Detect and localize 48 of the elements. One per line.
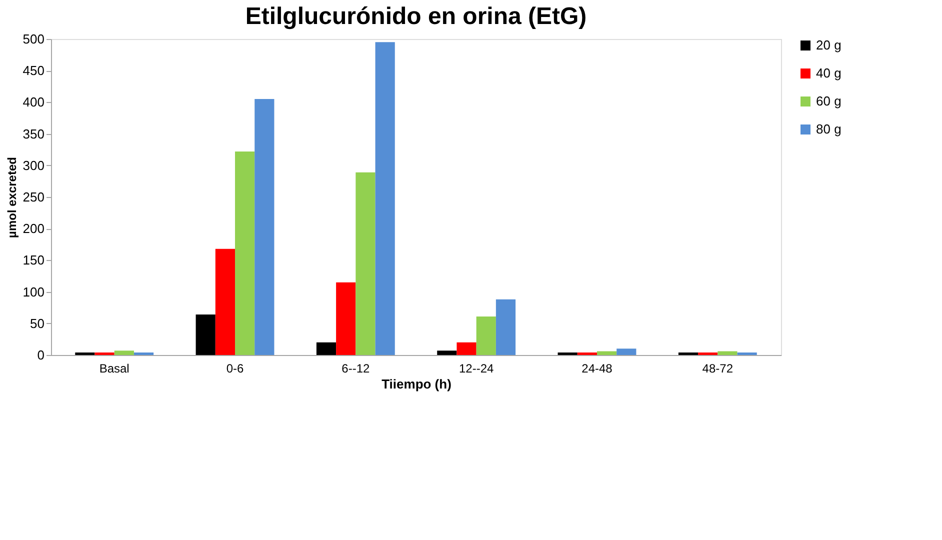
legend-label: 60 g [816, 94, 842, 108]
y-tick-label: 300 [22, 158, 44, 173]
bar [94, 352, 114, 355]
x-tick-label: 24-48 [582, 362, 613, 376]
bar [437, 350, 457, 355]
y-tick-label: 400 [22, 94, 44, 110]
bar [316, 342, 336, 355]
y-tick-label: 450 [22, 63, 44, 78]
bar [375, 42, 395, 355]
y-tick-label: 50 [30, 316, 44, 331]
legend-label: 40 g [816, 66, 842, 80]
bar [196, 314, 216, 355]
bar [254, 99, 274, 355]
chart-title: Etilglucurónido en orina (EtG) [245, 3, 587, 30]
y-tick-label: 0 [37, 348, 44, 362]
bar [496, 299, 516, 355]
y-tick-label: 150 [22, 252, 44, 268]
bar [235, 151, 255, 355]
x-tick-label: Basal [99, 362, 130, 376]
y-tick-label: 500 [22, 32, 44, 46]
x-tick-label: 48-72 [702, 362, 734, 376]
y-tick-label: 350 [22, 126, 44, 142]
legend-label: 20 g [816, 38, 842, 52]
bar [616, 348, 636, 355]
y-tick-label: 250 [22, 190, 44, 204]
bar [215, 248, 236, 355]
legend-label: 80 g [816, 122, 842, 136]
y-tick-label: 100 [22, 284, 44, 300]
x-tick-label: 6--12 [342, 362, 370, 376]
y-axis-title: µmol excreted [4, 157, 19, 238]
bar [558, 352, 578, 355]
bar [577, 352, 597, 355]
bar [678, 352, 698, 355]
y-tick-label: 200 [22, 221, 44, 236]
x-axis-title: Tiiempo (h) [382, 376, 452, 392]
bar [718, 351, 738, 355]
bar [75, 352, 95, 355]
bar [596, 351, 617, 355]
x-tick-label: 0-6 [226, 362, 244, 376]
bar [456, 342, 476, 355]
bar [476, 316, 496, 355]
bar [698, 352, 718, 355]
bar [134, 352, 154, 355]
bar [737, 352, 757, 355]
bar [114, 350, 134, 355]
bar [336, 282, 356, 355]
x-tick-label: 12--24 [458, 362, 494, 376]
bar [356, 172, 376, 355]
